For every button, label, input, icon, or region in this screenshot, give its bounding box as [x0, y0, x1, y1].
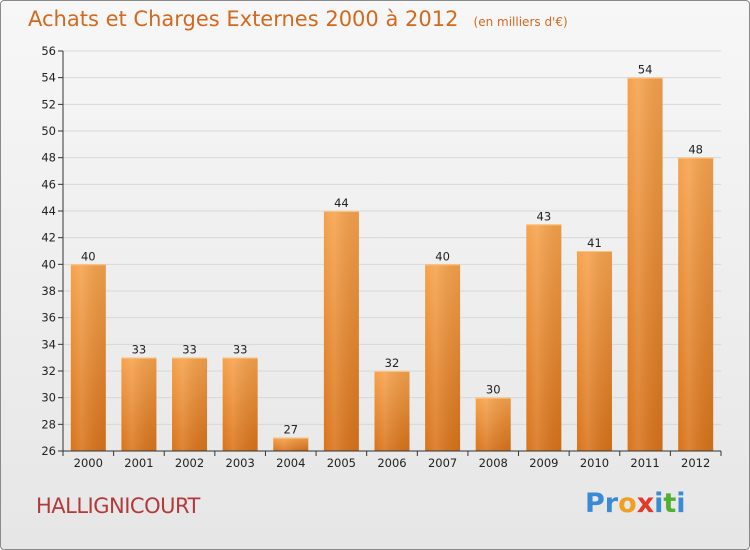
y-tick-label: 30	[41, 391, 56, 405]
bar-shine	[374, 371, 410, 451]
value-label: 33	[233, 343, 248, 357]
bar-shine	[475, 397, 511, 451]
bar-shine	[121, 357, 157, 451]
y-tick-label: 34	[41, 337, 56, 351]
value-label: 48	[688, 143, 703, 157]
bar-shine	[222, 357, 258, 451]
value-label: 33	[182, 343, 197, 357]
y-tick-label: 48	[41, 151, 56, 165]
logo-letter: x	[636, 488, 655, 519]
value-label: 41	[587, 236, 602, 250]
y-tick-label: 44	[41, 204, 56, 218]
x-tick-label: 2005	[327, 456, 356, 470]
logo-letter: t	[663, 488, 677, 519]
chart-title: Achats et Charges Externes 2000 à 2012	[28, 7, 459, 31]
x-tick-label: 2002	[175, 456, 204, 470]
value-label: 44	[334, 196, 349, 210]
bar-shine	[70, 264, 106, 451]
logo-letter: r	[604, 488, 619, 519]
value-label: 33	[132, 343, 147, 357]
x-tick-label: 2000	[74, 456, 103, 470]
value-label: 40	[435, 249, 450, 263]
bar-shine	[627, 77, 663, 452]
logo-letter: o	[618, 488, 637, 519]
x-tick-label: 2006	[377, 456, 406, 470]
y-tick-label: 42	[41, 231, 56, 245]
bar-shine	[323, 211, 359, 451]
logo-letter: i	[654, 488, 664, 519]
y-tick-label: 46	[41, 177, 56, 191]
bars	[70, 77, 714, 452]
x-tick-label: 2004	[276, 456, 305, 470]
x-tick-label: 2003	[226, 456, 255, 470]
x-tick-label: 2009	[529, 456, 558, 470]
logo-letter: P	[585, 488, 605, 519]
value-label: 43	[537, 209, 552, 223]
axes	[58, 50, 722, 456]
x-tick-label: 2011	[630, 456, 659, 470]
chart-header: Achats et Charges Externes 2000 à 2012 (…	[28, 7, 568, 31]
value-label: 54	[638, 63, 653, 77]
x-tick-label: 2010	[580, 456, 609, 470]
y-tick-label: 32	[41, 364, 56, 378]
value-label: 30	[486, 383, 501, 397]
logo-letter: i	[676, 488, 686, 519]
bar-shine	[526, 224, 562, 451]
y-tick-label: 36	[41, 311, 56, 325]
x-tick-label: 2007	[428, 456, 457, 470]
value-label: 27	[283, 423, 298, 437]
y-tick-label: 26	[41, 444, 56, 458]
tick-labels: 26 28 30 32 34 36 38 40 42 44 46 48 50 52 54 56 40 2000 33…	[41, 44, 710, 470]
bar-shine	[273, 437, 309, 451]
proxiti-logo: Proxiti	[585, 488, 686, 519]
y-tick-label: 56	[41, 44, 56, 58]
y-tick-label: 54	[41, 71, 56, 85]
value-label: 32	[385, 356, 400, 370]
bar-shine	[172, 357, 208, 451]
bar-shine	[576, 251, 612, 451]
y-tick-label: 38	[41, 284, 56, 298]
commune-name: HALLIGNICOURT	[36, 494, 200, 518]
y-tick-label: 50	[41, 124, 56, 138]
bar-shine	[678, 157, 714, 451]
y-tick-label: 40	[41, 257, 56, 271]
y-tick-label: 28	[41, 417, 56, 431]
bar-shine	[425, 264, 461, 451]
chart-unit: (en milliers d'€)	[473, 15, 568, 29]
x-tick-label: 2012	[681, 456, 710, 470]
x-tick-label: 2001	[124, 456, 153, 470]
x-tick-label: 2008	[479, 456, 508, 470]
y-tick-label: 52	[41, 97, 56, 111]
value-label: 40	[81, 249, 96, 263]
